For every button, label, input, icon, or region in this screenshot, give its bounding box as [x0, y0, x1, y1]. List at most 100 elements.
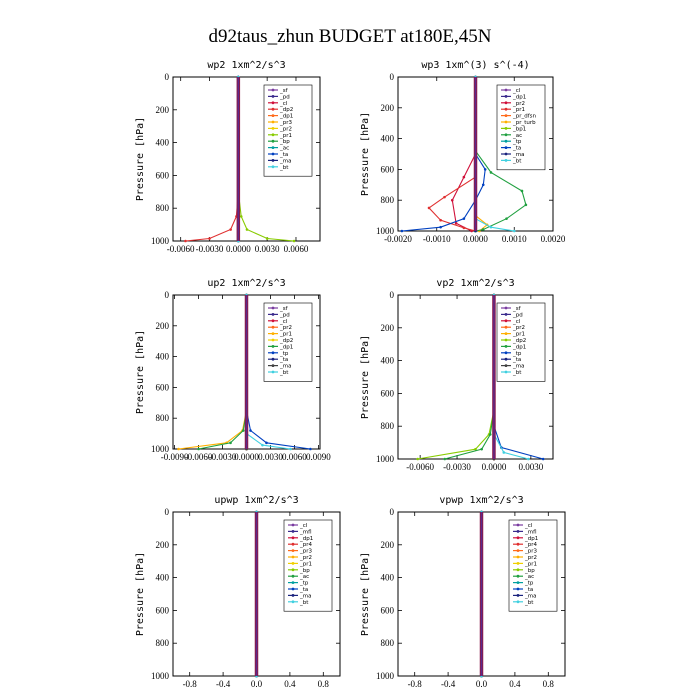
legend-marker — [505, 127, 508, 130]
legend-entry: _ma — [512, 152, 524, 158]
legend-entry: _dp2 — [279, 338, 293, 344]
legend-entry: _dp1 — [279, 114, 293, 120]
legend: _sf_pd_cl_pr2_pr1_dp2_dp1_tp_ta_ma_bt — [497, 303, 545, 381]
series-marker — [451, 199, 454, 202]
legend-marker — [272, 358, 275, 361]
x-tick-label: 0.0000 — [463, 234, 488, 244]
x-tick-label: -0.0030 — [196, 244, 224, 254]
legend-entry: _pr1 — [279, 133, 292, 139]
legend-marker — [505, 345, 508, 348]
panel-5: upwp 1xm^2/s^3Pressure [hPa]020040060080… — [135, 495, 340, 689]
legend-marker — [292, 536, 295, 539]
legend-marker — [292, 594, 295, 597]
series-marker — [463, 176, 466, 179]
legend-marker — [292, 600, 295, 603]
series-marker — [439, 226, 442, 229]
legend-entry: _mfl — [299, 529, 312, 535]
x-tick-label: 0.0090 — [306, 452, 331, 462]
legend-entry: _bp — [299, 568, 310, 574]
x-tick-label: 0.0030 — [518, 462, 543, 472]
legend-entry: _bp1 — [512, 126, 526, 132]
legend-entry: _ta — [299, 587, 308, 593]
legend-marker — [505, 351, 508, 354]
legend-marker — [505, 371, 508, 374]
legend-marker — [505, 121, 508, 124]
legend-marker — [517, 543, 520, 546]
legend-entry: _pr4 — [524, 542, 538, 548]
series-marker — [293, 240, 296, 243]
series-line-pr1 — [429, 77, 476, 231]
series-marker — [229, 228, 232, 231]
series-marker — [428, 207, 431, 210]
legend-entry: _ma — [279, 364, 291, 370]
legend-entry: _ac — [524, 574, 534, 580]
x-tick-label: 0.0000 — [234, 452, 259, 462]
legend-marker — [272, 339, 275, 342]
legend-marker — [272, 127, 275, 130]
y-axis-label: Pressure [hPa] — [135, 117, 146, 201]
legend-entry: _pr1 — [512, 107, 525, 113]
legend-entry: _dp1 — [279, 344, 293, 350]
series-line-dp2 — [186, 77, 239, 241]
legend-entry: _bt — [512, 370, 522, 376]
legend-entry: _dp1 — [299, 536, 313, 542]
legend-marker — [272, 140, 275, 143]
legend-marker — [272, 364, 275, 367]
legend-marker — [272, 371, 275, 374]
series-marker — [177, 448, 180, 451]
x-tick-label: 0.0020 — [541, 234, 566, 244]
legend-entry: _cl — [512, 319, 521, 325]
legend-marker — [505, 339, 508, 342]
legend-marker — [517, 568, 520, 571]
panel-title: up2 1xm^2/s^3 — [207, 278, 285, 289]
legend: _cl_dp1_pr2_pr1_pr_dfsn_pr_turb_bp1_ac_t… — [497, 85, 545, 170]
legend-marker — [517, 530, 520, 533]
y-tick-label: 400 — [156, 573, 170, 583]
x-tick-label: -0.0030 — [209, 452, 237, 462]
legend-marker — [292, 556, 295, 559]
legend-entry: _pr1 — [299, 561, 312, 567]
legend-entry: _bp — [524, 568, 535, 574]
panel-title: vpwp 1xm^2/s^3 — [439, 495, 523, 506]
panel-title: vp2 1xm^2/s^3 — [436, 278, 514, 289]
x-tick-label: 0.0060 — [284, 244, 309, 254]
legend-marker — [292, 530, 295, 533]
legend-entry: _ma — [512, 364, 524, 370]
legend-entry: _ma — [279, 158, 291, 164]
series-line-dp2 — [418, 295, 494, 459]
y-tick-label: 800 — [381, 421, 395, 431]
legend: _cl_mfl_dp1_pr4_pr3_pr2_pr1_bp_ac_tp_ta_… — [509, 520, 557, 611]
legend-marker — [272, 345, 275, 348]
legend-marker — [272, 307, 275, 310]
series-marker — [463, 217, 466, 220]
legend-entry: _ac — [512, 133, 522, 139]
legend-marker — [272, 108, 275, 111]
legend-marker — [272, 114, 275, 117]
series-marker — [443, 458, 446, 461]
legend-marker — [517, 556, 520, 559]
series-marker — [482, 184, 485, 187]
legend-marker — [272, 313, 275, 316]
legend-entry: _pr2 — [299, 555, 312, 561]
legend-marker — [292, 588, 295, 591]
y-tick-label: 0 — [165, 72, 170, 82]
y-tick-label: 1000 — [376, 454, 395, 464]
x-tick-label: 0.0 — [476, 679, 488, 689]
legend-entry: _ta — [512, 146, 521, 152]
legend-entry: _pr2 — [512, 101, 525, 107]
y-tick-label: 600 — [156, 170, 170, 180]
series-marker — [463, 227, 466, 230]
legend-marker — [505, 159, 508, 162]
y-tick-label: 600 — [156, 605, 170, 615]
series-marker — [197, 448, 200, 451]
legend-marker — [272, 326, 275, 329]
y-tick-label: 0 — [165, 290, 170, 300]
y-axis-label: Pressure [hPa] — [135, 330, 146, 414]
legend-entry: _dp2 — [512, 338, 526, 344]
legend-entry: _ta — [279, 152, 288, 158]
legend-entry: _mfl — [524, 529, 537, 535]
series-marker — [527, 458, 530, 461]
legend-marker — [505, 146, 508, 149]
legend-marker — [505, 313, 508, 316]
series-marker — [443, 196, 446, 199]
